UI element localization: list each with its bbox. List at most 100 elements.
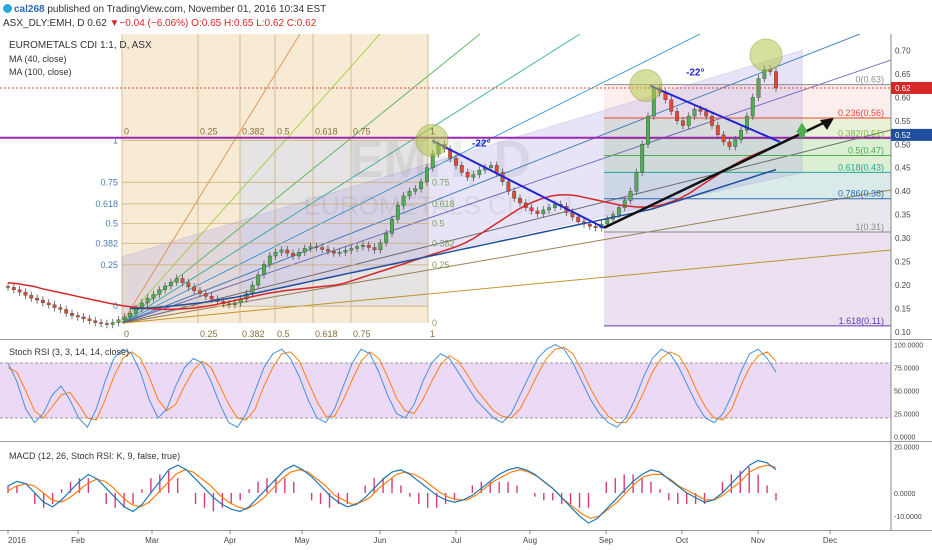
candle-body: [81, 316, 86, 320]
candle-body: [337, 251, 342, 254]
price-tick-label: 0.70: [895, 46, 911, 55]
buy-arrow-icon: [796, 122, 808, 133]
candle-body: [209, 296, 214, 300]
symbol-line: ASX_DLY:EMH, D 0.62 ▼−0.04 (−6.06%) O:0.…: [3, 17, 316, 30]
candle-body: [401, 195, 406, 206]
fib-mid-label: 0.618: [432, 199, 455, 209]
macd-pane: [7, 459, 777, 524]
fib-level-label: 0.25: [100, 260, 118, 270]
gann-fan-line: [121, 34, 701, 324]
candle-body: [145, 297, 150, 304]
candle-body: [535, 210, 540, 214]
author-link[interactable]: cal268: [14, 4, 45, 15]
candle-body: [87, 318, 92, 321]
candle-body: [774, 71, 778, 89]
candle-body: [704, 111, 709, 117]
candle-body: [116, 319, 121, 323]
time-tick-label: Dec: [823, 536, 837, 545]
fib-time-bottom-label: 0.5: [277, 329, 290, 339]
macd-tick-label: 0.0000: [894, 491, 916, 498]
candle-body: [244, 293, 249, 300]
macd-signal-line: [7, 464, 777, 520]
candle-body: [529, 207, 534, 212]
candle-body: [360, 244, 365, 247]
candle-body: [384, 233, 389, 244]
tradingview-logo-icon: [3, 4, 12, 13]
candle-body: [314, 246, 319, 248]
fib-level-label: 0.5: [105, 219, 118, 229]
candle-body: [174, 278, 179, 283]
candle-body: [326, 249, 330, 252]
time-tick-label: Aug: [523, 536, 537, 545]
candle-body: [151, 294, 156, 299]
downtrend-line-1: [431, 139, 605, 229]
gann-fan-line: [121, 59, 891, 324]
candle-body: [605, 219, 610, 225]
candle-body: [710, 115, 714, 126]
price-tick-label: 0.50: [895, 140, 911, 149]
candle-body: [506, 181, 511, 192]
gann-fan-line: [121, 189, 891, 324]
time-tick-label: Jun: [374, 536, 387, 545]
candle-body: [407, 190, 412, 197]
candle-body: [390, 219, 394, 234]
ma100-legend: MA (100, close): [9, 67, 72, 77]
fib-zone-0786: [604, 172, 891, 199]
angle-label: -22°: [686, 67, 704, 78]
price-axis-bg: [891, 34, 932, 550]
macd-title: MACD (12, 26, Stoch RSI: K, 9, false, tr…: [9, 451, 181, 461]
candle-body: [419, 181, 424, 190]
angle-label: -22°: [472, 139, 490, 150]
gann-fan-line: [121, 34, 301, 324]
candle-body: [349, 248, 354, 251]
candle-body: [285, 249, 290, 254]
fib-right-label: 0(0.63): [855, 75, 884, 85]
ma40-legend: MA (40, close): [9, 54, 67, 64]
candle-body: [395, 205, 400, 220]
candle-body: [518, 198, 522, 204]
price-tick-label: 0.60: [895, 93, 911, 102]
ohlc-values: O:0.65 H:0.65 L:0.62 C:0.62: [191, 18, 317, 29]
candle-body: [256, 274, 261, 286]
time-tick-label: Oct: [676, 536, 689, 545]
candle-body: [35, 297, 40, 301]
candle-body: [331, 251, 336, 254]
stoch-band: [0, 362, 891, 419]
highlight-circle: [749, 38, 783, 72]
fib-time-top-label: 0: [124, 127, 129, 137]
chart-header: cal268 published on TradingView.com, Nov…: [0, 0, 932, 34]
fib-mid-label: 1: [432, 136, 437, 146]
candle-body: [343, 250, 348, 253]
fib-right-label: 0.236(0.56): [838, 108, 884, 118]
candle-body: [320, 247, 325, 250]
candle-body: [250, 284, 255, 294]
time-tick-label: Nov: [751, 536, 765, 545]
candle-body: [622, 200, 627, 208]
fib-time-bottom-label: 0.25: [200, 329, 218, 339]
fib-level-label: 0.618: [95, 199, 118, 209]
gann-fan-line: [121, 249, 891, 324]
watermark-name: EUROMETALS CDI 1:1: [304, 191, 577, 221]
candle-body: [692, 108, 697, 117]
fib-level-label: 1: [113, 136, 118, 146]
fib-right-label: 0.382(0.51): [838, 129, 884, 139]
fib-right-label: 0.618(0.43): [838, 162, 884, 172]
fib-time-top-label: 0.25: [200, 127, 218, 137]
price-change: −0.04 (−6.06%): [119, 18, 189, 29]
stoch-title: Stoch RSI (3, 3, 14, 14, close): [9, 347, 130, 357]
candle-body: [198, 290, 202, 294]
stoch-rsi-pane: [0, 344, 891, 429]
candle-body: [128, 312, 133, 318]
time-tick-label: Sep: [599, 536, 614, 545]
candle-body: [192, 286, 197, 291]
gann-fan-line: [121, 34, 481, 324]
candle-body: [477, 169, 482, 175]
fib-time-bottom-label: 0: [124, 329, 129, 339]
fib-level-label: 0.382: [95, 238, 118, 248]
stoch-k-line: [7, 344, 777, 429]
candle-body: [302, 248, 307, 253]
highlight-circle: [415, 124, 449, 158]
candle-body: [465, 172, 470, 178]
candle-body: [593, 226, 598, 228]
